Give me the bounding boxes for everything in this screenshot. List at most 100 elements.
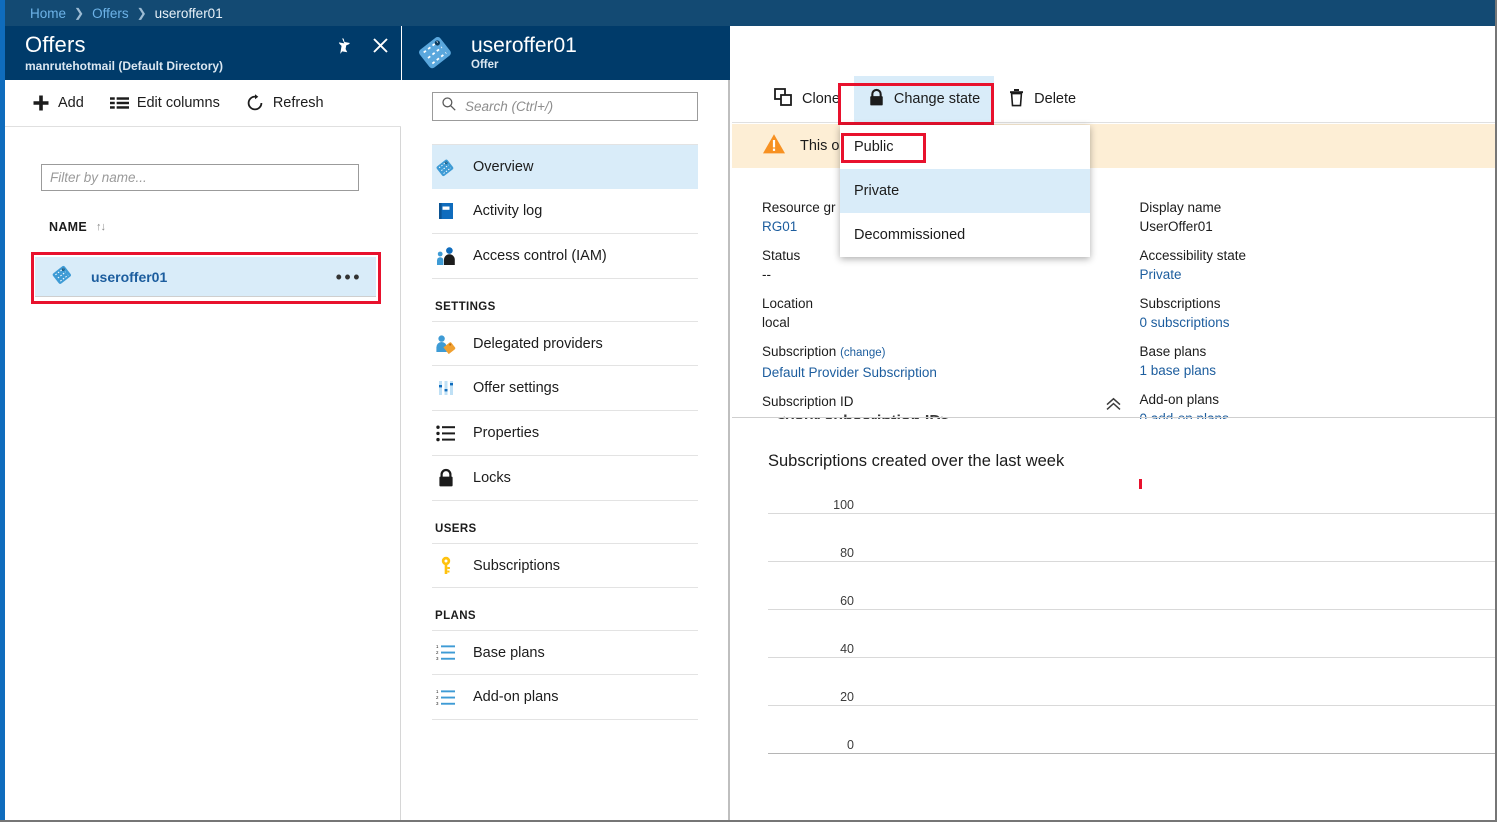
list-item[interactable]: useroffer01 ••• [35, 257, 376, 297]
sidebar-item-label: Base plans [473, 644, 545, 661]
collapse-essentials-button[interactable] [732, 396, 1495, 418]
key-icon [435, 556, 457, 576]
property-status: Status -- [762, 246, 1114, 284]
overview-command-bar: Clone Change state Delete [732, 75, 1495, 123]
gridline [768, 657, 1495, 658]
property-label: Accessibility state [1139, 248, 1247, 263]
sidebar-item-access-control[interactable]: Access control (IAM) [432, 234, 698, 279]
gridline [768, 561, 1495, 562]
property-base-plans: Base plans 1 base plans [1140, 342, 1496, 380]
sidebar-section-plans: PLANS [435, 610, 476, 622]
sidebar-item-label: Locks [473, 470, 511, 486]
sidebar-item-overview[interactable]: Overview [432, 144, 698, 189]
lock-icon [868, 88, 885, 111]
sidebar-item-activity-log[interactable]: Activity log [432, 189, 698, 234]
search-placeholder: Search (Ctrl+/) [465, 99, 554, 114]
gridline [768, 609, 1495, 610]
clone-icon [774, 87, 793, 111]
sidebar-item-label: Access control (IAM) [473, 248, 607, 264]
dropdown-item-public[interactable]: Public [854, 139, 894, 155]
property-label: Resource gr [762, 200, 836, 215]
property-value[interactable]: Private [1139, 267, 1182, 282]
sidebar-item-subscriptions[interactable]: Subscriptions [432, 543, 698, 588]
clone-label: Clone [802, 91, 840, 107]
delegated-providers-icon [435, 334, 457, 354]
activity-log-icon [435, 201, 457, 221]
page-subtitle: manrutehotmail (Default Directory) [25, 59, 224, 73]
sort-arrows-icon[interactable]: ↑↓ [96, 221, 106, 233]
change-subscription-link[interactable]: (change) [840, 347, 886, 359]
offer-tag-icon [435, 156, 457, 178]
property-location: Location local [762, 294, 1114, 332]
search-icon [441, 96, 457, 117]
delete-button[interactable]: Delete [994, 76, 1090, 123]
property-label: Status [762, 248, 801, 263]
close-icon[interactable] [369, 34, 391, 56]
property-resource-group: Resource gr RG01 [762, 198, 1114, 236]
sidebar-item-label: Add-on plans [473, 689, 559, 705]
refresh-button[interactable]: Refresh [246, 94, 324, 113]
property-value[interactable]: RG01 [762, 219, 798, 234]
property-label: Subscriptions [1139, 296, 1221, 311]
svg-text:1: 1 [436, 644, 439, 649]
sidebar-item-locks[interactable]: Locks [432, 456, 698, 501]
clone-button[interactable]: Clone [760, 76, 854, 123]
resource-title: useroffer01 [471, 33, 577, 57]
pin-icon[interactable] [333, 34, 355, 56]
sidebar-item-label: Subscriptions [473, 557, 561, 574]
y-tick-label: 20 [840, 690, 854, 704]
property-label-text: Subscription [762, 344, 837, 359]
blade-header-actions [333, 34, 391, 56]
search-input[interactable]: Search (Ctrl+/) [432, 92, 698, 121]
chart-title: Subscriptions created over the last week [768, 452, 1065, 470]
filter-field-wrap [41, 164, 359, 191]
resource-type-label: Offer [471, 58, 499, 71]
add-button[interactable]: Add [31, 94, 84, 113]
chart-plot-area: 100 80 60 40 20 0 Sep 4 Sep 5 Sep 6 Sep … [768, 498, 1495, 754]
property-label: Display name [1139, 200, 1222, 215]
offers-list-header: NAME ↑↓ [49, 220, 106, 234]
warning-triangle-icon [762, 133, 786, 160]
delete-label: Delete [1034, 91, 1077, 107]
plus-icon [31, 94, 50, 113]
dropdown-item-decommissioned[interactable]: Decommissioned [854, 227, 966, 243]
edit-columns-button[interactable]: Edit columns [109, 94, 220, 113]
property-value[interactable]: 0 subscriptions [1139, 315, 1230, 330]
sidebar-item-label: Activity log [473, 203, 543, 219]
property-subscriptions: Subscriptions 0 subscriptions [1140, 294, 1496, 332]
breadcrumb-item-offers[interactable]: Offers [92, 5, 129, 21]
breadcrumb-item-home[interactable]: Home [30, 5, 67, 21]
change-state-label: Change state [893, 91, 981, 107]
breadcrumb-separator-icon: ❯ [74, 6, 85, 20]
row-context-menu-button[interactable]: ••• [335, 266, 362, 287]
sidebar-item-offer-settings[interactable]: Offer settings [432, 366, 698, 411]
gridline [768, 513, 1495, 514]
refresh-icon [246, 94, 265, 113]
properties-list-icon [435, 425, 457, 442]
lock-icon [435, 468, 457, 488]
property-value: UserOffer01 [1139, 219, 1213, 234]
property-subscription: Subscription (change) Default Provider S… [762, 342, 1114, 382]
sidebar-item-delegated-providers[interactable]: Delegated providers [432, 321, 698, 366]
resource-menu-list: Overview Activity log Access control (IA… [432, 144, 698, 720]
svg-text:1: 1 [436, 689, 439, 694]
property-value[interactable]: 1 base plans [1139, 363, 1217, 378]
numbered-list-icon: 1 2 3 [435, 689, 457, 706]
svg-text:3: 3 [436, 656, 439, 661]
chart-marker-icon [1139, 479, 1142, 489]
numbered-list-icon: 1 2 3 [435, 644, 457, 661]
x-axis-line [768, 753, 1495, 754]
sidebar-item-base-plans[interactable]: 1 2 3 Base plans [432, 630, 698, 675]
y-tick-label: 40 [840, 642, 854, 656]
property-value[interactable]: Default Provider Subscription [762, 365, 937, 380]
property-label: Add-on plans [1139, 392, 1220, 407]
filter-input[interactable] [41, 164, 359, 191]
resource-blade-header: useroffer01 Offer [402, 26, 730, 80]
sidebar-item-label: Delegated providers [473, 335, 603, 352]
change-state-button[interactable]: Change state [853, 75, 995, 123]
breadcrumb: Home ❯ Offers ❯ useroffer01 [0, 0, 1495, 26]
sidebar-item-addon-plans[interactable]: 1 2 3 Add-on plans [432, 675, 698, 720]
sidebar-item-properties[interactable]: Properties [432, 411, 698, 456]
dropdown-item-private[interactable]: Private [840, 169, 1090, 213]
